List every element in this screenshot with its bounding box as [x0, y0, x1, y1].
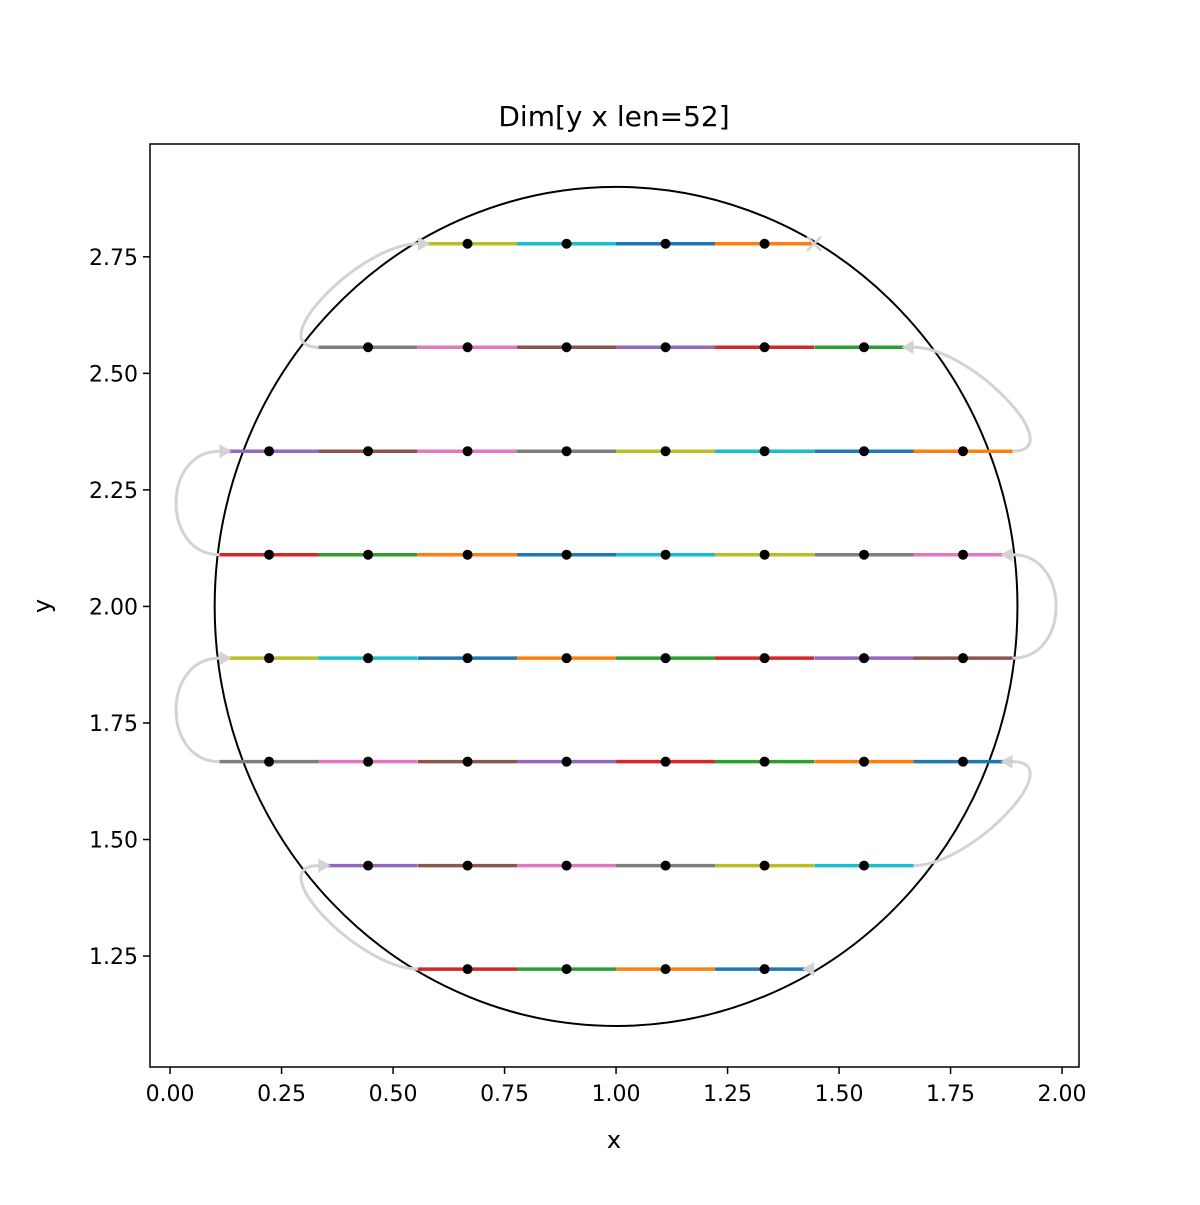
data-point	[958, 756, 969, 767]
connector-curve	[913, 345, 1032, 453]
data-point	[958, 549, 969, 560]
x-tick-label: 2.00	[1038, 1082, 1087, 1107]
data-point	[363, 342, 374, 353]
data-point	[264, 549, 275, 560]
direction-triangle-marker	[318, 858, 331, 873]
data-point	[958, 653, 969, 664]
data-point	[561, 653, 572, 664]
x-tick-label: 1.50	[815, 1082, 864, 1107]
y-axis-label: y	[28, 599, 56, 613]
direction-triangle-marker	[219, 444, 232, 459]
data-point	[759, 964, 770, 975]
y-tick-label: 1.75	[89, 712, 138, 737]
data-point	[561, 756, 572, 767]
data-point	[759, 756, 770, 767]
x-tick-label: 0.50	[369, 1082, 418, 1107]
data-point	[561, 446, 572, 457]
data-point	[264, 653, 275, 664]
data-point	[264, 756, 275, 767]
data-point	[561, 342, 572, 353]
data-point	[462, 342, 473, 353]
x-tick-label: 0.75	[480, 1082, 529, 1107]
data-point	[759, 446, 770, 457]
data-point	[462, 860, 473, 871]
data-point	[561, 549, 572, 560]
data-point	[660, 238, 671, 249]
chart-title: Dim[y x len=52]	[498, 100, 729, 133]
data-point	[264, 446, 275, 457]
data-point	[462, 238, 473, 249]
data-point	[759, 653, 770, 664]
direction-triangle-marker	[901, 340, 914, 355]
connector-curve	[299, 242, 418, 349]
x-tick-label: 1.00	[592, 1082, 641, 1107]
data-point	[561, 964, 572, 975]
data-point	[660, 446, 671, 457]
end-x-marker	[806, 235, 823, 252]
y-tick-label: 2.75	[89, 246, 138, 271]
y-tick-label: 1.25	[89, 945, 138, 970]
data-point	[859, 860, 870, 871]
data-point	[859, 549, 870, 560]
direction-triangle-marker	[1000, 547, 1013, 562]
x-tick-label: 0.00	[146, 1082, 195, 1107]
data-point	[660, 549, 671, 560]
data-point	[859, 653, 870, 664]
data-point	[859, 342, 870, 353]
connector-curve	[1012, 553, 1058, 660]
x-tick-label: 0.25	[257, 1082, 306, 1107]
direction-triangle-marker	[1000, 754, 1013, 769]
data-point	[462, 549, 473, 560]
data-point	[462, 446, 473, 457]
data-point	[561, 860, 572, 871]
plot-frame	[149, 143, 1080, 1068]
data-point	[462, 756, 473, 767]
direction-triangle-marker	[219, 651, 232, 666]
data-point	[462, 653, 473, 664]
x-tick-label: 1.75	[926, 1082, 975, 1107]
data-point	[660, 756, 671, 767]
y-tick-label: 1.50	[89, 829, 138, 854]
data-point	[363, 549, 374, 560]
connector-curve	[174, 449, 220, 557]
data-point	[363, 653, 374, 664]
data-point	[660, 653, 671, 664]
boundary-circle	[213, 185, 1019, 1027]
data-point	[462, 964, 473, 975]
data-point	[759, 238, 770, 249]
data-point	[859, 446, 870, 457]
data-point	[759, 342, 770, 353]
data-point	[363, 860, 374, 871]
data-point	[859, 756, 870, 767]
data-point	[759, 549, 770, 560]
data-point	[660, 342, 671, 353]
data-point	[660, 860, 671, 871]
connector-curve	[913, 760, 1032, 868]
y-tick-label: 2.50	[89, 362, 138, 387]
connector-curve	[299, 864, 418, 971]
y-tick-label: 2.00	[89, 595, 138, 620]
data-point	[363, 446, 374, 457]
y-tick-label: 2.25	[89, 479, 138, 504]
connector-curve	[174, 656, 220, 764]
data-point	[958, 446, 969, 457]
data-point	[759, 860, 770, 871]
x-tick-label: 1.25	[703, 1082, 752, 1107]
x-axis-label: x	[607, 1126, 621, 1154]
direction-triangle-marker	[802, 962, 815, 977]
direction-triangle-marker	[417, 236, 430, 251]
data-point	[363, 756, 374, 767]
data-point	[660, 964, 671, 975]
data-point	[561, 238, 572, 249]
